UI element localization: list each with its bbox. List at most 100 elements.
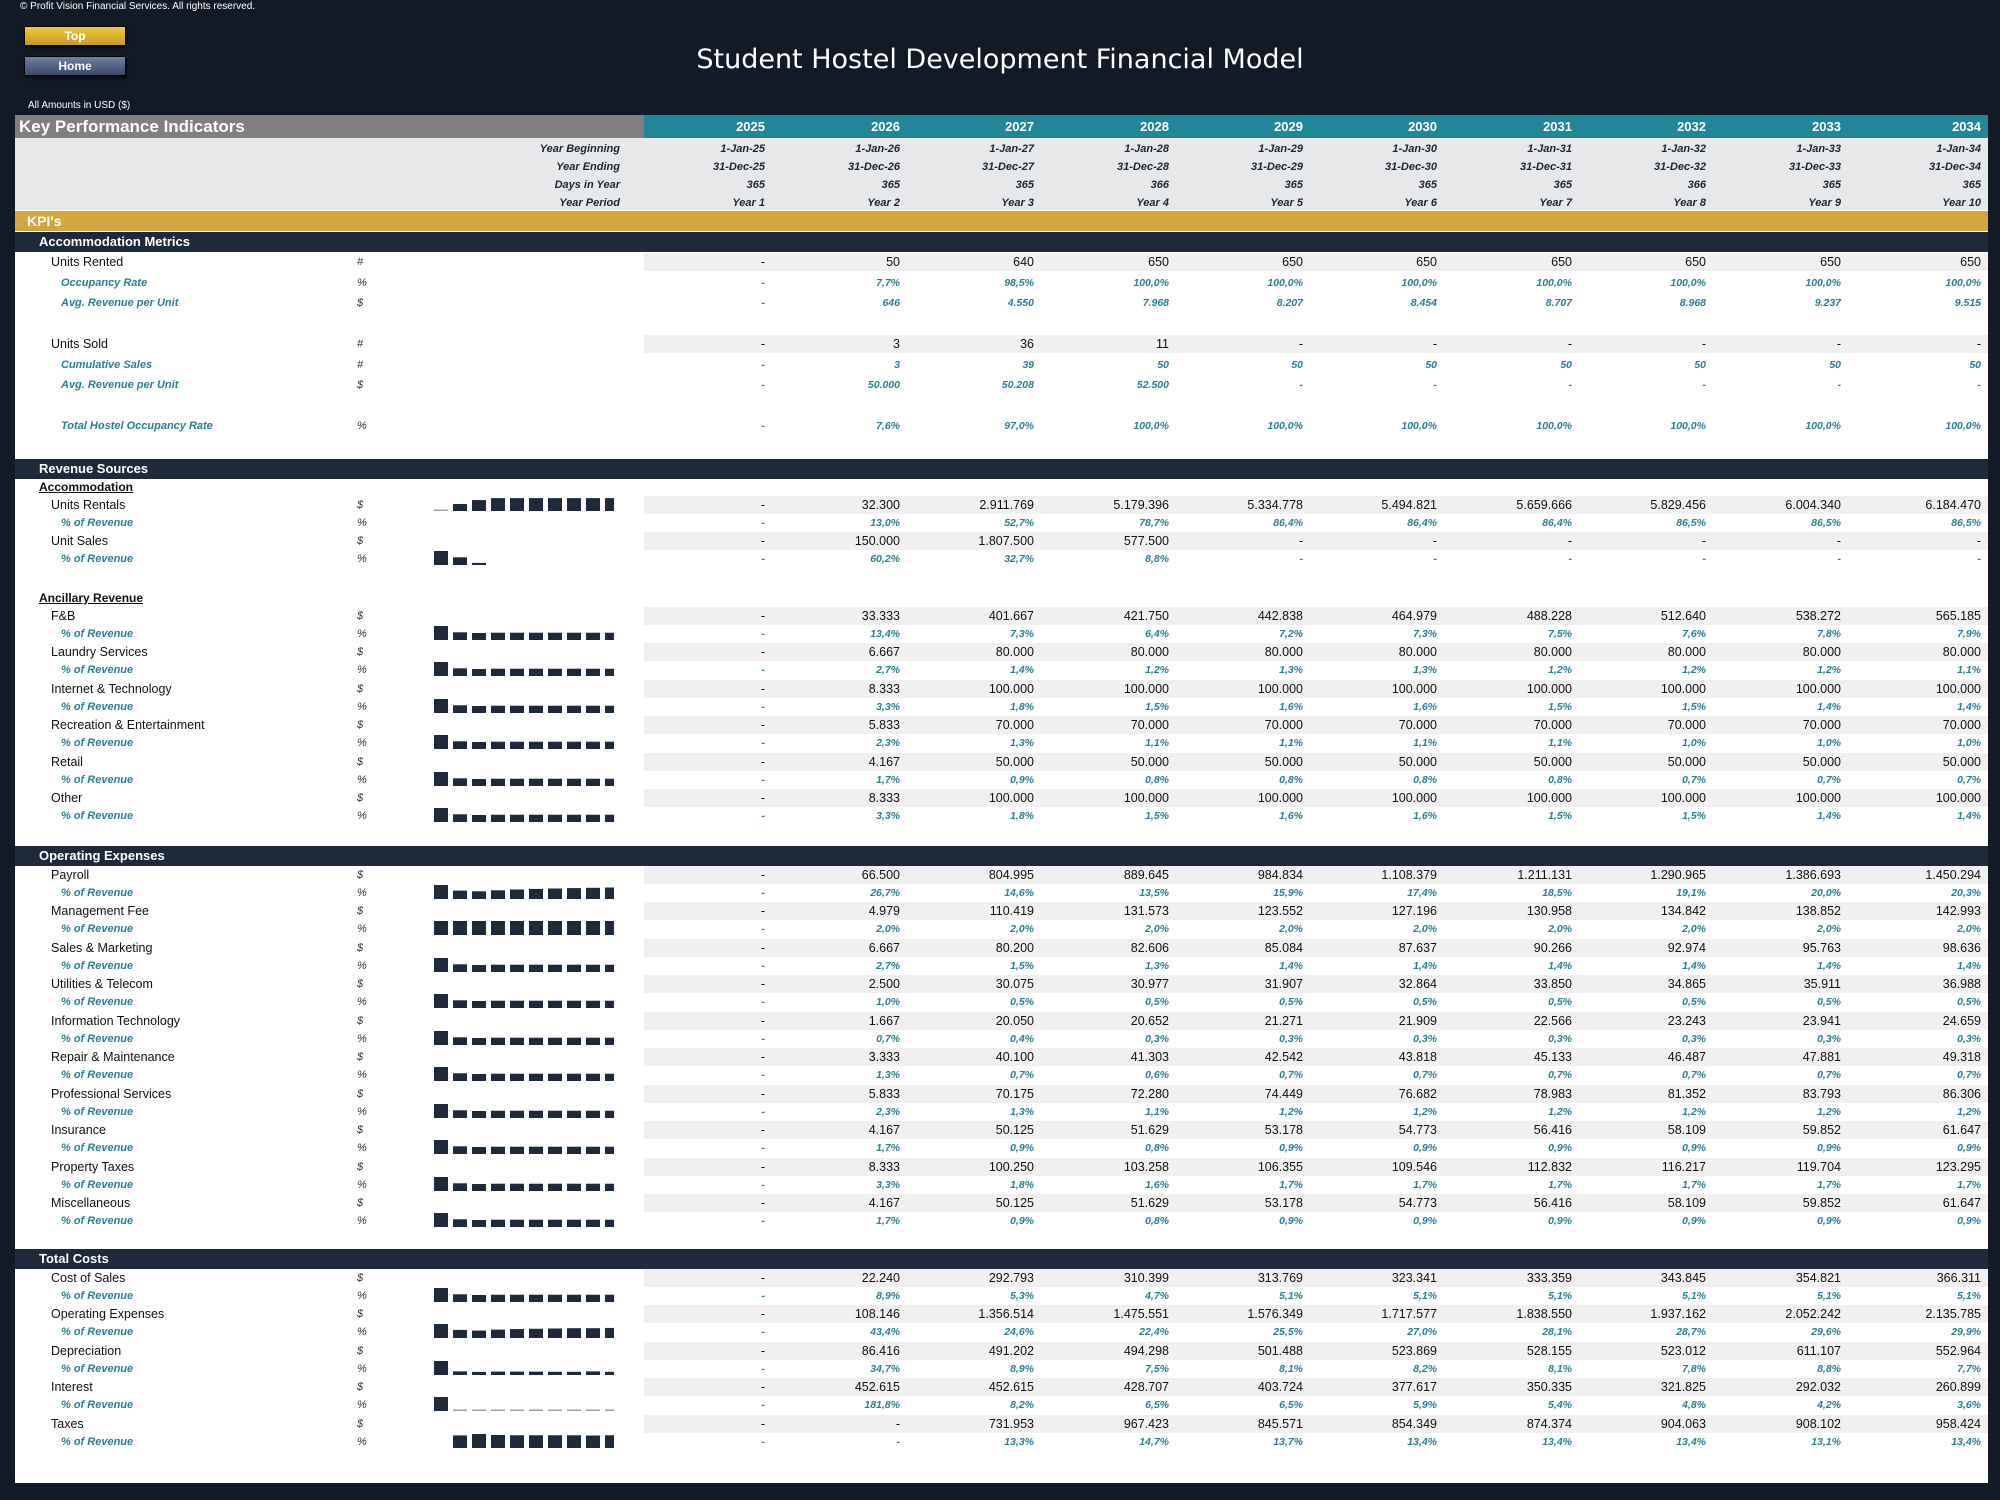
value-cell: 100.000 [1257,682,1303,696]
value-cell: 72.280 [1130,1087,1169,1101]
row-label: Taxes [51,1417,84,1431]
value-cell: 1,7% [1817,1179,1841,1191]
value-cell: - [760,977,765,991]
value-cell: 86,5% [1951,517,1981,529]
value-cell: 1.475.551 [1113,1307,1169,1321]
unit-label: % [357,553,367,565]
value-cell: 646 [882,297,900,309]
sparkline-bar [605,1146,614,1154]
value-cell: 34.865 [1667,977,1706,991]
value-cell: - [761,553,766,565]
row-value-background [644,1012,1988,1030]
value-cell: - [761,737,766,749]
row-label: Avg. Revenue per Unit [61,379,179,391]
row-label: Units Rentals [51,498,126,512]
sparkline-bar [548,1409,562,1411]
top-button[interactable]: Top [24,26,126,46]
row-label: % of Revenue [61,1290,134,1302]
sparkline [434,1104,614,1118]
value-cell: - [760,755,765,769]
sparkline-bar [491,890,505,899]
sparkline-bar [453,1294,467,1302]
value-cell: 100.000 [1526,791,1572,805]
value-cell: 2.052.242 [1785,1307,1841,1321]
sparkline-bar [491,1183,505,1191]
value-cell: 50.125 [995,1123,1034,1137]
value-cell: 488.228 [1526,609,1572,623]
value-cell: 0,7% [1957,774,1981,786]
sparkline-bar [567,741,581,749]
sparkline-bar [472,1371,486,1375]
metric-row: Retail $ - 4.167 50.000 50.000 50.000 50.000 50.… [15,753,1988,771]
sparkline-bar [434,1067,448,1081]
row-label: % of Revenue [61,517,134,529]
value-cell: 51.629 [1130,1123,1169,1137]
value-cell: 14,6% [1004,887,1034,899]
sparkline-bar [548,1371,562,1375]
value-cell: 0,9% [1817,1142,1841,1154]
value-cell: 13,4% [1951,1436,1981,1448]
metric-row: Other $ - 8.333 100.000 100.000 100.000 100.000… [15,789,1988,807]
value-cell: 650 [1960,255,1981,269]
value-cell: 56.416 [1533,1123,1572,1137]
value-cell: 58.109 [1667,1196,1706,1210]
value-cell: 0,5% [1682,996,1706,1008]
sparkline-bar [510,778,524,786]
sparkline [434,626,614,640]
value-cell: 1.290.965 [1650,868,1706,882]
sparkline-bar [529,964,543,972]
home-button[interactable]: Home [24,56,126,76]
sparkline-bar [453,1073,467,1081]
value-cell: 1,8% [1010,701,1034,713]
value-cell: 70.000 [1533,718,1572,732]
sparkline-bar [567,1409,581,1411]
value-cell: 100,0% [1670,277,1706,289]
value-cell: 491.202 [988,1344,1034,1358]
sparkline-bar [434,772,448,786]
value-cell: 1,5% [1548,701,1572,713]
sparkline-bar [567,1110,581,1118]
value-cell: 6.667 [868,941,900,955]
value-cell: - [760,1087,765,1101]
value-cell: 36.988 [1942,977,1981,991]
value-cell: 403.724 [1257,1380,1303,1394]
value-cell: 13,5% [1139,887,1169,899]
info-value: Year 5 [1270,197,1303,209]
sparkline-bar [548,1110,562,1118]
value-cell: - [761,277,766,289]
value-cell: 1.450.294 [1925,868,1981,882]
value-cell: 86.416 [861,1344,900,1358]
row-value-background [644,1158,1988,1176]
value-cell: 8.333 [868,1160,900,1174]
value-cell: 100.000 [1935,682,1981,696]
kpi-header-row: Key Performance Indicators 2025 2026 2027 20… [15,115,1988,138]
value-cell: 967.423 [1123,1417,1169,1431]
value-cell: 181,8% [864,1399,900,1411]
sparkline-bar [434,921,448,935]
sparkline-bar [434,626,448,640]
sparkline [434,1140,614,1154]
sparkline-bar [586,668,600,676]
value-cell: 50 [1425,359,1437,371]
sparkline-bar [586,921,600,935]
row-label: Recreation & Entertainment [51,718,205,732]
value-cell: 1,4% [1817,810,1841,822]
unit-label: $ [357,1124,364,1136]
value-cell: 50 [886,255,900,269]
sparkline-bar [529,1183,543,1191]
value-cell: 21.909 [1398,1014,1437,1028]
value-cell: 100,0% [1536,277,1572,289]
value-cell: 1,2% [1817,664,1841,676]
value-cell: - [1568,553,1573,565]
metric-row: Miscellaneous $ - 4.167 50.125 51.629 53.178 54… [15,1194,1988,1212]
value-cell: - [760,337,765,351]
value-cell: 5,1% [1957,1290,1981,1302]
value-cell: 1,7% [1548,1179,1572,1191]
row-value-background [644,680,1988,698]
sparkline-bar [510,814,524,822]
value-cell: 5.494.821 [1381,498,1437,512]
value-cell: 100.000 [988,682,1034,696]
value-cell: 1,5% [1548,810,1572,822]
value-cell: - [760,1160,765,1174]
value-cell: 2.135.785 [1925,1307,1981,1321]
